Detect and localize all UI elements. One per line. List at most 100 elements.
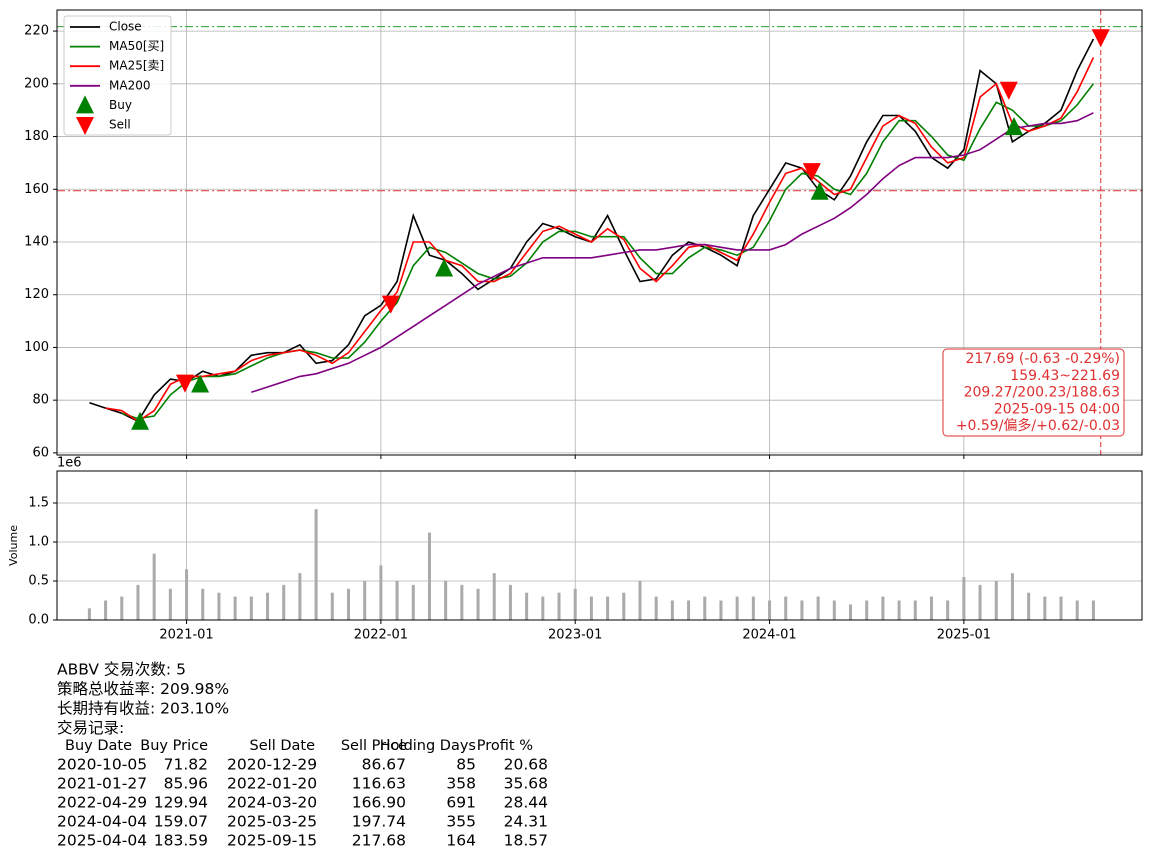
table-cell: 2024-04-04	[57, 813, 147, 831]
annotation-box	[942, 348, 1125, 437]
y-tick-label: 0.0	[28, 613, 49, 628]
annotation-line: 159.43~221.69	[1010, 368, 1120, 384]
table-cell: 691	[446, 794, 476, 812]
table-cell: 2022-04-29	[57, 794, 147, 812]
volume-bar	[978, 584, 982, 620]
y-tick-label: 140	[24, 234, 49, 249]
volume-bar	[606, 596, 610, 620]
legend-label: Sell	[109, 118, 131, 132]
volume-bar	[670, 600, 674, 620]
annotation-line: 217.69 (-0.63 -0.29%)	[965, 351, 1120, 367]
table-cell: 86.67	[362, 756, 406, 774]
table-cell: 2025-04-04	[57, 832, 147, 850]
volume-bar	[476, 588, 480, 620]
axes-frame	[56, 9, 1143, 456]
volume-bar	[784, 596, 788, 620]
x-tick-label: 2025-01	[937, 628, 991, 643]
volume-bar	[233, 596, 237, 620]
buy-marker	[1005, 117, 1024, 136]
volume-bar	[849, 604, 853, 620]
volume-bar	[703, 596, 707, 620]
table-cell: 71.82	[164, 756, 208, 774]
table-cell: 129.94	[154, 794, 208, 812]
y-tick-label: 120	[24, 287, 49, 302]
volume-bar	[751, 596, 755, 620]
sell-marker	[802, 163, 821, 182]
legend-label: MA25[卖]	[109, 59, 164, 73]
legend-label: Buy	[109, 98, 132, 112]
table-cell: 2025-09-15	[227, 832, 317, 850]
table-cell: 18.57	[504, 832, 548, 850]
volume-bar	[379, 565, 383, 620]
legend-label: Close	[109, 20, 142, 34]
table-cell: 24.31	[504, 813, 548, 831]
volume-bar	[266, 592, 270, 620]
y-tick-label: 220	[24, 24, 49, 39]
table-cell: 217.68	[352, 832, 406, 850]
table-cell: 159.07	[154, 813, 208, 831]
volume-bar	[508, 584, 512, 620]
volume-bar	[282, 584, 286, 620]
volume-bar	[913, 600, 917, 620]
buy-marker	[810, 181, 829, 200]
volume-bar	[557, 592, 561, 620]
y-axis-label: Volume	[7, 525, 20, 566]
annotation-line: 209.27/200.23/188.63	[964, 385, 1120, 401]
table-cell: 358	[446, 775, 476, 793]
buy-marker	[131, 411, 150, 430]
volume-bar	[525, 592, 529, 620]
volume-bar	[411, 584, 415, 620]
volume-bar	[460, 584, 464, 620]
y-tick-label: 80	[32, 393, 49, 408]
volume-bar	[1075, 600, 1079, 620]
volume-bar	[832, 600, 836, 620]
buy-marker	[191, 374, 210, 393]
table-cell: 85	[456, 756, 476, 774]
volume-bar	[800, 600, 804, 620]
volume-bar	[994, 580, 998, 620]
volume-bar	[201, 588, 205, 620]
report-line: 策略总收益率: 209.98%	[57, 680, 229, 698]
table-header: Sell Price	[341, 738, 407, 754]
table-cell: 116.63	[352, 775, 406, 793]
volume-bar	[1043, 596, 1047, 620]
volume-bar	[249, 596, 253, 620]
y-tick-label: 60	[32, 445, 49, 460]
annotation-line: 2025-09-15 04:00	[994, 401, 1120, 417]
table-cell: 2022-01-20	[227, 775, 317, 793]
volume-bar	[104, 600, 108, 620]
offset-label: 1e6	[57, 456, 82, 471]
legend-swatch	[76, 117, 94, 135]
table-cell: 20.68	[504, 756, 548, 774]
volume-bar	[735, 596, 739, 620]
volume-bar	[298, 573, 302, 620]
volume-bar	[185, 569, 189, 620]
volume-bar	[687, 600, 691, 620]
table-cell: 166.90	[352, 794, 406, 812]
sell-marker	[175, 374, 194, 393]
y-tick-label: 1.5	[28, 495, 49, 510]
volume-bar	[897, 600, 901, 620]
volume-bar	[1059, 596, 1063, 620]
sell-marker	[999, 81, 1018, 100]
price-line	[251, 112, 1094, 394]
volume-bar	[217, 592, 221, 620]
price-line	[105, 57, 1095, 423]
x-tick-label: 2024-01	[742, 628, 796, 643]
volume-bar	[168, 588, 172, 620]
table-cell: 2020-12-29	[227, 756, 317, 774]
volume-bar	[444, 580, 448, 620]
volume-bar	[719, 600, 723, 620]
volume-bar	[654, 596, 658, 620]
legend-label: MA50[买]	[109, 39, 164, 53]
report-line: ABBV 交易次数: 5	[57, 661, 186, 679]
axes-frame	[56, 470, 1143, 621]
volume-bar	[638, 580, 642, 620]
x-tick-label: 2022-01	[354, 628, 408, 643]
table-header: Buy Date	[65, 738, 132, 754]
y-tick-label: 200	[24, 76, 49, 91]
volume-bar	[816, 596, 820, 620]
volume-bar	[314, 509, 318, 620]
table-cell: 183.59	[154, 832, 208, 850]
report-line: 长期持有收益: 203.10%	[57, 700, 229, 718]
